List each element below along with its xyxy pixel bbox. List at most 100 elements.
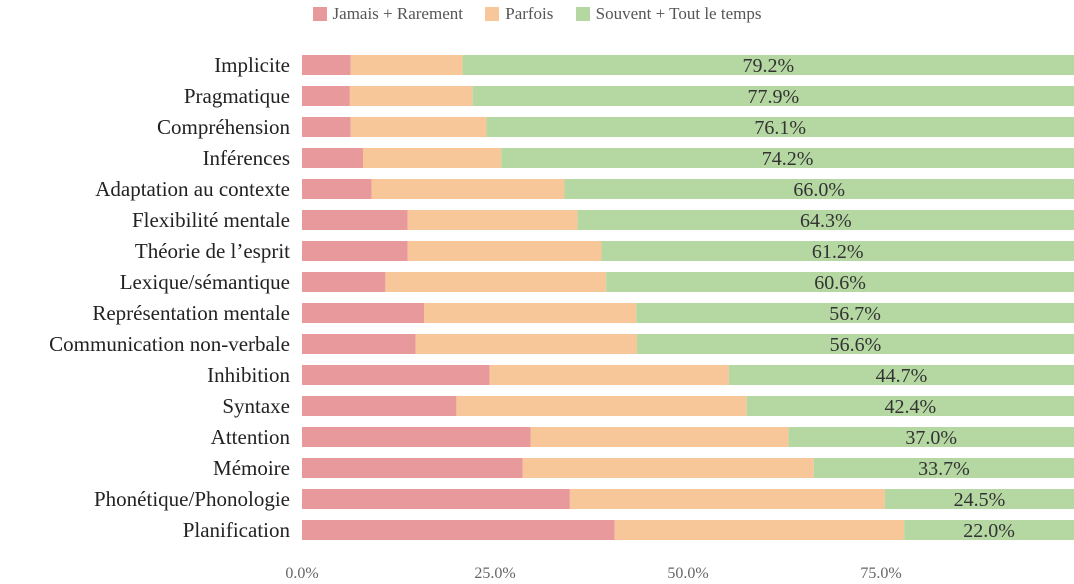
legend-label-parfois: Parfois [505,4,554,23]
bar-parfois-lexique-semantique [385,272,607,292]
bar-jamais-rarement-lexique-semantique [302,272,386,292]
bar-parfois-representation-mentale [423,303,637,323]
bar-parfois-adaptation-au-contexte [371,179,565,199]
bar-parfois-attention [530,427,789,447]
bar-souvent-tout-le-temps-implicite [462,55,1074,75]
category-label-memoire: Mémoire [213,456,290,480]
category-label-syntaxe: Syntaxe [222,394,290,418]
category-label-implicite: Implicite [214,53,290,77]
data-label-lexique-semantique: 60.6% [814,272,866,294]
x-tick-label-3: 75.0% [860,565,901,582]
legend-item-jamais-rarement[interactable]: Jamais + Rarement [312,4,463,24]
data-label-phonetique-phonologie: 24.5% [954,489,1006,511]
bar-parfois-flexibilite-mentale [407,210,578,230]
bar-parfois-planification [614,520,905,540]
data-label-flexibilite-mentale: 64.3% [800,210,852,232]
bar-jamais-rarement-phonetique-phonologie [302,489,570,509]
bar-parfois-memoire [522,458,814,478]
bar-souvent-tout-le-temps-memoire [813,458,1074,478]
data-labels: 79.2% 77.9% 76.1% 74.2% 66.0% 64.3% 61.2% 60.6%… [742,55,1014,542]
bar-souvent-tout-le-temps-comprehension [486,117,1074,137]
data-label-syntaxe: 42.4% [885,396,937,418]
category-label-inferences: Inférences [203,146,290,170]
bars-group [302,55,1074,540]
bar-jamais-rarement-implicite [302,55,351,75]
data-label-planification: 22.0% [963,520,1015,542]
x-tick-label-0: 0.0% [285,565,318,582]
category-label-lexique-semantique: Lexique/sémantique [120,270,290,294]
bar-parfois-pragmatique [349,86,473,106]
data-label-comprehension: 76.1% [754,117,806,139]
data-label-attention: 37.0% [905,427,957,449]
x-tick-label-1: 25.0% [474,565,515,582]
bar-souvent-tout-le-temps-communication-non-verbale [637,334,1074,354]
category-label-communication-non-verbale: Communication non-verbale [49,332,290,356]
bar-souvent-tout-le-temps-planification [904,520,1074,540]
bar-parfois-theorie-de-l-esprit [407,241,602,261]
legend-swatch-jamais-rarement [312,7,327,21]
data-label-pragmatique: 77.9% [747,86,799,108]
category-label-inhibition: Inhibition [207,363,290,387]
bar-souvent-tout-le-temps-flexibilite-mentale [577,210,1074,230]
bar-jamais-rarement-flexibilite-mentale [302,210,408,230]
data-label-communication-non-verbale: 56.6% [830,334,882,356]
data-label-adaptation-au-contexte: 66.0% [793,179,845,201]
bar-souvent-tout-le-temps-inhibition [728,365,1074,385]
legend-swatch-parfois [485,7,500,21]
category-label-planification: Planification [183,518,291,542]
bar-souvent-tout-le-temps-attention [788,427,1074,447]
category-label-adaptation-au-contexte: Adaptation au contexte [95,177,290,201]
data-label-inhibition: 44.7% [876,365,928,387]
legend-item-parfois[interactable]: Parfois [485,4,553,24]
bar-jamais-rarement-inferences [302,148,363,168]
category-label-theorie-de-l-esprit: Théorie de l’esprit [135,239,290,263]
data-label-theorie-de-l-esprit: 61.2% [812,241,864,263]
bar-parfois-comprehension [350,117,487,137]
category-label-phonetique-phonologie: Phonétique/Phonologie [94,487,290,511]
legend-label-jamais-rarement: Jamais + Rarement [332,4,463,23]
bar-parfois-implicite [350,55,463,75]
category-label-attention: Attention [211,425,291,449]
bar-jamais-rarement-representation-mentale [302,303,424,323]
category-label-representation-mentale: Représentation mentale [92,301,290,325]
bar-souvent-tout-le-temps-adaptation-au-contexte [564,179,1074,199]
bar-parfois-phonetique-phonologie [569,489,885,509]
y-axis-labels: Implicite Pragmatique Compréhension Inféren… [49,53,290,542]
category-label-flexibilite-mentale: Flexibilité mentale [132,208,290,232]
legend-item-souvent-tout-le-temps[interactable]: Souvent + Tout le temps [575,4,762,24]
bar-souvent-tout-le-temps-phonetique-phonologie [884,489,1074,509]
bar-jamais-rarement-theorie-de-l-esprit [302,241,408,261]
legend-label-souvent-tout-le-temps: Souvent + Tout le temps [595,4,762,23]
bar-jamais-rarement-planification [302,520,615,540]
bar-souvent-tout-le-temps-representation-mentale [636,303,1074,323]
bar-souvent-tout-le-temps-theorie-de-l-esprit [601,241,1074,261]
bar-souvent-tout-le-temps-lexique-semantique [606,272,1074,292]
data-label-memoire: 33.7% [918,458,970,480]
legend-swatch-souvent-tout-le-temps [575,7,590,21]
bar-jamais-rarement-syntaxe [302,396,457,416]
bar-souvent-tout-le-temps-syntaxe [746,396,1074,416]
x-axis-ticks: 0.0% 25.0% 50.0% 75.0% [285,565,901,582]
data-label-implicite: 79.2% [742,55,794,77]
bar-souvent-tout-le-temps-inferences [501,148,1074,168]
bar-parfois-inferences [362,148,502,168]
bar-jamais-rarement-inhibition [302,365,490,385]
bar-jamais-rarement-adaptation-au-contexte [302,179,372,199]
data-label-representation-mentale: 56.7% [829,303,881,325]
chart-legend: Jamais + Rarement Parfois Souvent + Tout… [0,4,1074,26]
bar-jamais-rarement-pragmatique [302,86,350,106]
bar-parfois-syntaxe [456,396,747,416]
bar-parfois-inhibition [489,365,729,385]
bar-jamais-rarement-comprehension [302,117,351,137]
category-label-pragmatique: Pragmatique [184,84,290,108]
bar-parfois-communication-non-verbale [415,334,638,354]
bar-jamais-rarement-memoire [302,458,523,478]
bar-jamais-rarement-communication-non-verbale [302,334,416,354]
category-label-comprehension: Compréhension [157,115,290,139]
bar-jamais-rarement-attention [302,427,531,447]
bar-souvent-tout-le-temps-pragmatique [472,86,1074,106]
x-tick-label-2: 50.0% [667,565,708,582]
data-label-inferences: 74.2% [762,148,814,170]
